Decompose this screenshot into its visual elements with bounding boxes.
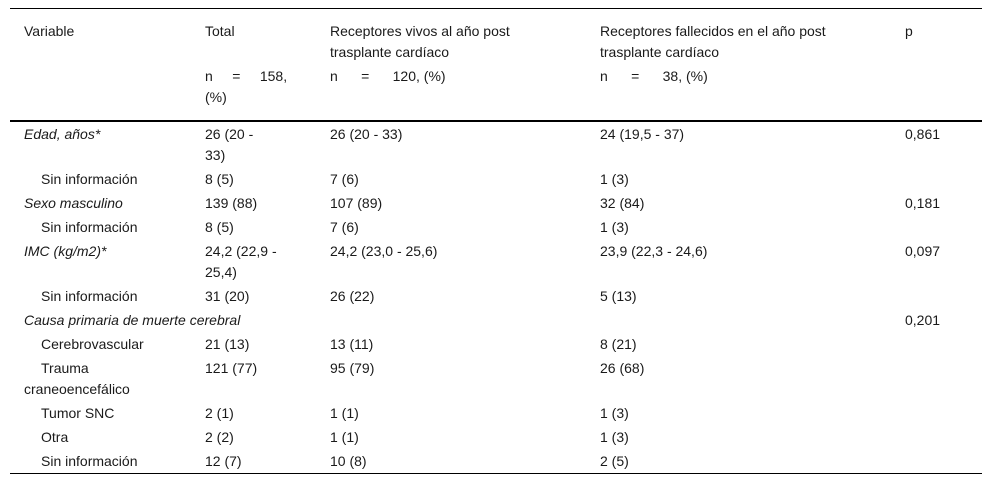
cell-fallecidos: 1 (3) xyxy=(600,429,629,445)
header-fallecidos-n: n = 38, (%) xyxy=(600,63,905,122)
cell-p xyxy=(905,425,982,449)
cell-p xyxy=(905,284,982,308)
cell-p xyxy=(905,356,982,401)
cell-variable: Tumor SNC xyxy=(41,405,115,421)
header-row-titles: Variable Total Receptores vivos al año p… xyxy=(10,8,982,63)
cell-total: 8 (5) xyxy=(205,219,234,235)
cell-fallecidos: 8 (21) xyxy=(600,336,637,352)
paper-page: Variable Total Receptores vivos al año p… xyxy=(0,8,992,480)
clinical-variables-table: Variable Total Receptores vivos al año p… xyxy=(10,8,982,474)
cell-vivos: 10 (8) xyxy=(330,449,600,474)
table-row-section: Causa primaria de muerte cerebral 0,201 xyxy=(10,308,982,332)
cell-p: 0,181 xyxy=(905,195,941,211)
cell-variable: Sin información xyxy=(41,288,138,304)
cell-total: 12 (7) xyxy=(205,449,330,474)
cell-fallecidos: 1 (3) xyxy=(600,171,629,187)
table-row: Sin información 8 (5) 7 (6) 1 (3) xyxy=(10,167,982,191)
cell-fallecidos: 1 (3) xyxy=(600,405,629,421)
table-row: IMC (kg/m2)* 24,2 (22,9 - 25,4) 24,2 (23… xyxy=(10,239,982,284)
cell-total: 26 (20 - 33) xyxy=(205,126,254,163)
table-row: Sin información 12 (7) 10 (8) 2 (5) xyxy=(10,449,982,474)
cell-variable: Sin información xyxy=(41,171,138,187)
table-row: Sin información 8 (5) 7 (6) 1 (3) xyxy=(10,215,982,239)
header-variable: Variable xyxy=(10,8,205,63)
table-row: Trauma craneoencefálico 121 (77) 95 (79)… xyxy=(10,356,982,401)
cell-vivos: 13 (11) xyxy=(330,336,374,352)
cell-fallecidos: 1 (3) xyxy=(600,219,629,235)
cell-p xyxy=(905,449,982,474)
header-total-n: n = 158, (%) xyxy=(205,63,330,122)
cell-vivos: 26 (20 - 33) xyxy=(330,126,403,142)
cell-variable: Sin información xyxy=(10,449,205,474)
header-p-n xyxy=(905,63,982,122)
cell-vivos: 1 (1) xyxy=(330,429,359,445)
cell-total: 2 (1) xyxy=(205,405,234,421)
cell-variable: Otra xyxy=(41,429,69,445)
cell-fallecidos: 32 (84) xyxy=(600,195,645,211)
cell-p xyxy=(905,167,982,191)
cell-fallecidos: 26 (68) xyxy=(600,360,645,376)
cell-p: 0,861 xyxy=(905,126,941,142)
total-n-text: n = 158, (%) xyxy=(205,68,288,105)
header-vivos: Receptores vivos al año post trasplante … xyxy=(330,8,600,63)
table-row: Sin información 31 (20) 26 (22) 5 (13) xyxy=(10,284,982,308)
cell-p xyxy=(905,215,982,239)
cell-vivos: 95 (79) xyxy=(330,360,375,376)
cell-total: 24,2 (22,9 - 25,4) xyxy=(205,243,277,280)
header-variable-n xyxy=(10,63,205,122)
header-p-value: p xyxy=(905,8,982,63)
table-row: Sexo masculino 139 (88) 107 (89) 32 (84)… xyxy=(10,191,982,215)
header-total: Total xyxy=(205,8,330,63)
cell-p xyxy=(905,401,982,425)
cell-total: 8 (5) xyxy=(205,171,234,187)
cell-vivos: 26 (22) xyxy=(330,288,375,304)
header-row-counts: n = 158, (%) n = 120, (%) n = 38, (%) xyxy=(10,63,982,122)
cell-total: 139 (88) xyxy=(205,195,258,211)
table-row: Tumor SNC 2 (1) 1 (1) 1 (3) xyxy=(10,401,982,425)
cell-p: 0,097 xyxy=(905,243,941,259)
table-body: Edad, años* 26 (20 - 33) 26 (20 - 33) 24… xyxy=(10,121,982,474)
cell-total: 21 (13) xyxy=(205,336,250,352)
cell-variable: Edad, años* xyxy=(24,126,101,142)
cell-variable: Sin información xyxy=(41,219,138,235)
cell-variable: Cerebrovascular xyxy=(41,336,144,352)
cell-total: 121 (77) xyxy=(205,360,258,376)
cell-vivos: 24,2 (23,0 - 25,6) xyxy=(330,243,438,259)
cell-p xyxy=(905,332,982,356)
cell-fallecidos: 23,9 (22,3 - 24,6) xyxy=(600,243,708,259)
cell-total: 2 (2) xyxy=(205,429,234,445)
cell-fallecidos: 2 (5) xyxy=(600,449,905,474)
cell-total: 31 (20) xyxy=(205,288,250,304)
cell-variable: Trauma craneoencefálico xyxy=(24,360,130,397)
cell-fallecidos: 24 (19,5 - 37) xyxy=(600,126,685,142)
cell-fallecidos: 5 (13) xyxy=(600,288,637,304)
table-row: Edad, años* 26 (20 - 33) 26 (20 - 33) 24… xyxy=(10,121,982,167)
fallecidos-n-text: n = 38, (%) xyxy=(600,68,708,84)
cell-p: 0,201 xyxy=(905,312,941,328)
cell-vivos: 107 (89) xyxy=(330,195,383,211)
vivos-n-text: n = 120, (%) xyxy=(330,68,446,84)
table-row: Otra 2 (2) 1 (1) 1 (3) xyxy=(10,425,982,449)
cell-vivos: 7 (6) xyxy=(330,219,359,235)
cell-variable-span: Causa primaria de muerte cerebral xyxy=(24,312,241,328)
table-row: Cerebrovascular 21 (13) 13 (11) 8 (21) xyxy=(10,332,982,356)
table-header: Variable Total Receptores vivos al año p… xyxy=(10,8,982,122)
cell-vivos: 7 (6) xyxy=(330,171,359,187)
cell-variable: Sexo masculino xyxy=(24,195,123,211)
cell-vivos: 1 (1) xyxy=(330,405,359,421)
header-fallecidos: Receptores fallecidos en el año post tra… xyxy=(600,8,905,63)
cell-variable: IMC (kg/m2)* xyxy=(24,243,107,259)
header-vivos-n: n = 120, (%) xyxy=(330,63,600,122)
